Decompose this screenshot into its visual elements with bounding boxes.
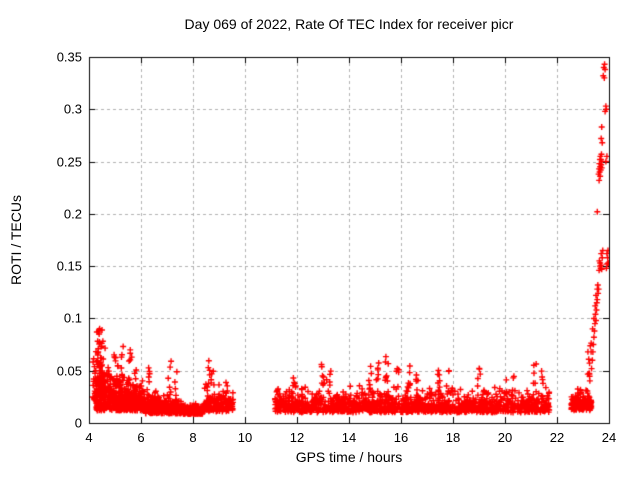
x-tick-label: 10 xyxy=(237,430,253,445)
y-tick-label: 0.3 xyxy=(63,101,82,117)
x-tick-label: 22 xyxy=(549,430,565,445)
y-tick-label: 0.05 xyxy=(56,363,82,379)
y-tick-label: 0.15 xyxy=(56,258,82,274)
x-tick-label: 24 xyxy=(601,430,617,445)
x-tick-label: 6 xyxy=(137,430,145,445)
y-tick-label: 0.1 xyxy=(63,310,82,326)
x-tick-label: 12 xyxy=(289,430,305,445)
x-axis-label: GPS time / hours xyxy=(295,449,403,465)
x-tick-label: 16 xyxy=(393,430,409,445)
y-axis-label: ROTI / TECUs xyxy=(8,195,24,285)
x-tick-label: 18 xyxy=(445,430,461,445)
y-tick-label: 0.25 xyxy=(56,154,82,170)
x-tick-label: 14 xyxy=(341,430,357,445)
y-tick-label: 0 xyxy=(74,415,82,431)
y-tick-label: 0.35 xyxy=(56,49,82,65)
y-tick-label: 0.2 xyxy=(63,206,82,222)
chart-title: Day 069 of 2022, Rate Of TEC Index for r… xyxy=(184,16,514,32)
x-tick-label: 8 xyxy=(189,430,197,445)
x-tick-label: 4 xyxy=(85,430,93,445)
x-tick-label: 20 xyxy=(497,430,513,445)
